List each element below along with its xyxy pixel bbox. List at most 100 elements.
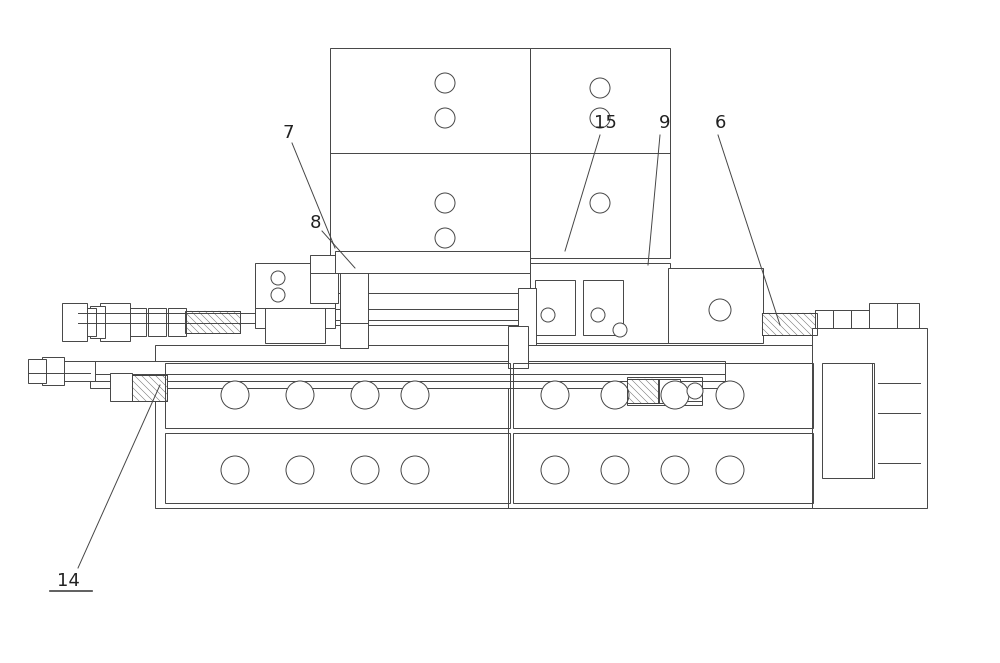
Bar [255, 273, 335, 328]
Bar [90, 374, 725, 388]
Bar [335, 309, 530, 325]
Bar [851, 310, 869, 338]
Bar [90, 306, 105, 338]
Bar [627, 379, 659, 403]
Bar [513, 433, 813, 503]
Bar [185, 311, 240, 333]
Bar [340, 323, 368, 348]
Circle shape [541, 308, 555, 322]
Bar [530, 48, 670, 258]
Bar [627, 377, 702, 405]
Circle shape [435, 73, 455, 93]
Circle shape [401, 381, 429, 409]
Circle shape [286, 456, 314, 484]
Text: 7: 7 [282, 124, 294, 142]
Bar [815, 310, 833, 338]
Text: 9: 9 [659, 114, 671, 132]
Bar [185, 311, 240, 333]
Circle shape [286, 381, 314, 409]
Bar [513, 363, 813, 428]
Circle shape [601, 456, 629, 484]
Circle shape [716, 456, 744, 484]
Circle shape [687, 383, 703, 399]
Circle shape [351, 381, 379, 409]
Circle shape [541, 456, 569, 484]
Circle shape [435, 228, 455, 248]
Text: 15: 15 [594, 114, 616, 132]
Circle shape [351, 456, 379, 484]
Bar [627, 379, 659, 403]
Bar [530, 263, 670, 343]
Bar [668, 268, 763, 343]
Circle shape [271, 288, 285, 302]
Bar [762, 313, 817, 335]
Bar [822, 363, 874, 478]
Circle shape [601, 381, 629, 409]
Bar [132, 375, 167, 401]
Circle shape [435, 193, 455, 213]
Bar [265, 293, 325, 343]
Circle shape [221, 381, 249, 409]
Bar [513, 433, 813, 503]
Bar [132, 375, 167, 401]
Text: 14: 14 [57, 572, 79, 590]
Bar [185, 311, 240, 333]
Circle shape [590, 108, 610, 128]
Bar [812, 328, 927, 508]
Bar [100, 303, 130, 341]
Bar [110, 373, 132, 401]
Circle shape [590, 193, 610, 213]
Bar [762, 313, 817, 335]
Bar [255, 263, 335, 308]
Bar [128, 308, 146, 336]
Bar [165, 433, 510, 503]
Circle shape [709, 299, 731, 321]
Circle shape [221, 456, 249, 484]
Bar [340, 271, 368, 323]
Circle shape [541, 381, 569, 409]
Bar [330, 48, 530, 293]
Text: 8: 8 [309, 214, 321, 232]
Bar [90, 361, 725, 375]
Bar [60, 361, 95, 381]
Circle shape [716, 381, 744, 409]
Bar [869, 303, 899, 341]
Bar [165, 363, 510, 428]
Bar [165, 433, 510, 503]
Bar [165, 433, 510, 503]
Circle shape [661, 456, 689, 484]
Circle shape [271, 271, 285, 285]
Bar [897, 303, 919, 341]
Bar [508, 358, 820, 508]
Bar [28, 359, 46, 383]
Text: 6: 6 [714, 114, 726, 132]
Bar [148, 308, 166, 336]
Circle shape [401, 456, 429, 484]
Bar [62, 303, 87, 341]
Bar [78, 308, 96, 336]
Bar [310, 271, 338, 303]
Circle shape [613, 323, 627, 337]
Bar [680, 381, 702, 401]
Bar [155, 345, 515, 363]
Bar [155, 358, 515, 508]
Bar [513, 433, 813, 503]
Bar [335, 251, 530, 273]
Bar [310, 255, 338, 273]
Bar [583, 280, 623, 335]
Bar [168, 308, 186, 336]
Bar [762, 313, 817, 335]
Bar [42, 357, 64, 385]
Bar [508, 326, 528, 368]
Bar [535, 280, 575, 335]
Circle shape [591, 308, 605, 322]
Bar [508, 345, 820, 363]
Bar [165, 363, 510, 428]
Bar [833, 310, 851, 338]
Bar [518, 288, 536, 368]
Circle shape [661, 381, 689, 409]
Bar [165, 363, 510, 428]
Circle shape [590, 78, 610, 98]
Circle shape [435, 108, 455, 128]
Bar [513, 363, 813, 428]
